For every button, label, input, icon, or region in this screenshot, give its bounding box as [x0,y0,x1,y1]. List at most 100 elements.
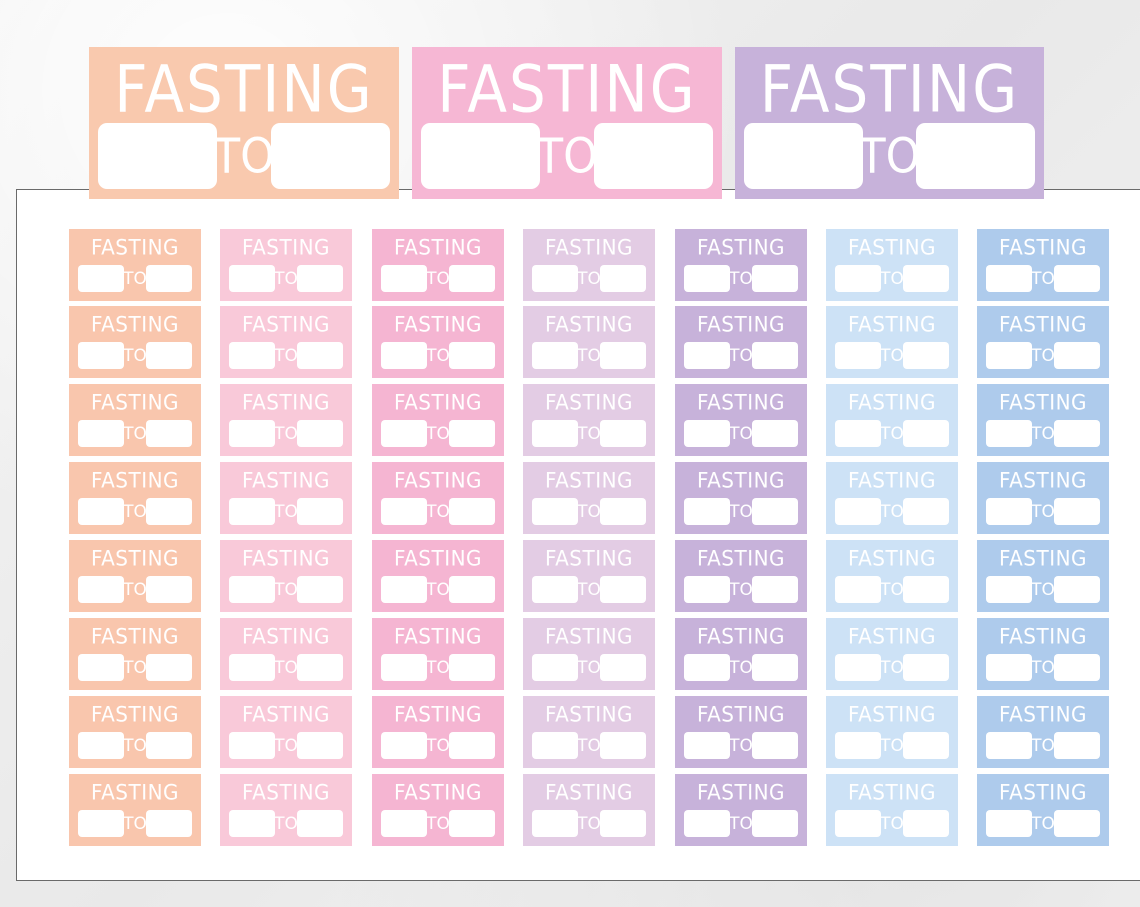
to-label: TO [426,502,450,522]
small-fasting-sticker: FASTING TO [977,229,1109,301]
end-time-box [903,342,949,369]
small-fasting-sticker: FASTING TO [220,540,352,612]
end-time-box [271,123,390,189]
end-time-box [600,342,646,369]
start-time-box [986,265,1032,292]
sticker-title: FASTING [393,779,483,805]
sticker-title: FASTING [544,311,634,337]
to-label: TO [426,814,450,834]
to-label: TO [274,346,298,366]
sticker-title: FASTING [241,467,331,493]
start-time-box [532,420,578,447]
sticker-title: FASTING [241,234,331,260]
small-fasting-sticker: FASTING TO [675,696,807,768]
end-time-box [916,123,1035,189]
end-time-box [752,420,798,447]
sticker-title: FASTING [393,467,483,493]
to-label: TO [577,346,601,366]
sticker-title: FASTING [393,701,483,727]
small-fasting-sticker: FASTING TO [826,618,958,690]
small-fasting-sticker: FASTING TO [675,462,807,534]
small-fasting-sticker: FASTING TO [977,462,1109,534]
end-time-box [297,265,343,292]
to-label: TO [426,580,450,600]
small-fasting-sticker: FASTING TO [977,384,1109,456]
sticker-title: FASTING [90,311,180,337]
end-time-box [903,732,949,759]
small-fasting-sticker: FASTING TO [675,306,807,378]
to-label: TO [880,580,904,600]
to-label: TO [577,502,601,522]
sticker-title: FASTING [544,779,634,805]
end-time-box [449,654,495,681]
start-time-box [78,342,124,369]
small-fasting-sticker: FASTING TO [675,540,807,612]
sticker-title: FASTING [90,779,180,805]
sticker-title: FASTING [696,623,786,649]
sticker-title: FASTING [696,701,786,727]
to-label: TO [880,502,904,522]
end-time-box [146,498,192,525]
start-time-box [381,732,427,759]
end-time-box [146,420,192,447]
to-label: TO [426,424,450,444]
start-time-box [381,576,427,603]
start-time-box [986,810,1032,837]
end-time-box [449,265,495,292]
small-fasting-sticker: FASTING TO [523,462,655,534]
sticker-title: FASTING [241,701,331,727]
small-fasting-sticker: FASTING TO [220,618,352,690]
to-label: TO [880,658,904,678]
to-label: TO [274,814,298,834]
start-time-box [835,810,881,837]
end-time-box [146,576,192,603]
sticker-title: FASTING [393,234,483,260]
end-time-box [752,498,798,525]
sticker-title: FASTING [544,701,634,727]
small-fasting-sticker: FASTING TO [372,384,504,456]
small-fasting-sticker: FASTING TO [372,229,504,301]
to-label: TO [123,580,147,600]
sticker-title: FASTING [998,467,1088,493]
small-fasting-sticker: FASTING TO [220,696,352,768]
sticker-title: FASTING [241,623,331,649]
sticker-title: FASTING [241,311,331,337]
sticker-title: FASTING [241,545,331,571]
small-fasting-sticker: FASTING TO [977,618,1109,690]
to-label: TO [123,736,147,756]
start-time-box [532,654,578,681]
small-fasting-sticker: FASTING TO [826,540,958,612]
to-label: TO [1031,814,1055,834]
to-label: TO [274,736,298,756]
to-label: TO [577,580,601,600]
to-label: TO [123,346,147,366]
sticker-title: FASTING [393,389,483,415]
start-time-box [78,732,124,759]
small-fasting-sticker: FASTING TO [372,696,504,768]
start-time-box [229,498,275,525]
end-time-box [146,265,192,292]
end-time-box [903,654,949,681]
small-fasting-sticker: FASTING TO [523,696,655,768]
small-fasting-sticker: FASTING TO [372,462,504,534]
to-label: TO [123,424,147,444]
to-label: TO [577,424,601,444]
sticker-title: FASTING [696,234,786,260]
end-time-box [600,420,646,447]
end-time-box [903,498,949,525]
start-time-box [684,810,730,837]
end-time-box [146,342,192,369]
sticker-title: FASTING [998,311,1088,337]
end-time-box [449,810,495,837]
sticker-title: FASTING [998,779,1088,805]
to-label: TO [729,346,753,366]
small-fasting-sticker: FASTING TO [977,540,1109,612]
sticker-title: FASTING [696,389,786,415]
end-time-box [1054,498,1100,525]
start-time-box [532,810,578,837]
end-time-box [1054,576,1100,603]
end-time-box [1054,265,1100,292]
to-label: TO [426,736,450,756]
start-time-box [532,342,578,369]
to-label: TO [729,580,753,600]
